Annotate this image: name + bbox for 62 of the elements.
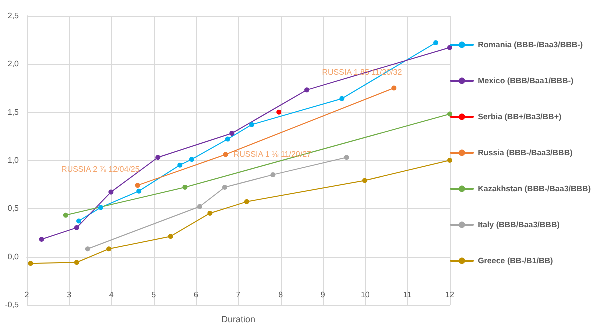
legend-label: Mexico (BBB/Baa1/BBB-) — [478, 76, 574, 86]
point — [136, 188, 142, 194]
point — [344, 155, 350, 160]
annotation: RUSSIA 2 ⅞ 12/04/25 — [62, 165, 140, 174]
point — [135, 183, 140, 188]
point — [448, 158, 452, 163]
legend-label: Serbia (BB+/Ba3/BB+) — [478, 112, 562, 122]
point — [230, 131, 235, 136]
y-tick-label: 0,0 — [8, 252, 20, 262]
point — [448, 112, 452, 117]
point — [225, 136, 230, 142]
point — [178, 162, 183, 168]
y-tick-label: -0,5 — [5, 300, 20, 310]
y-tick-label: 2,0 — [8, 60, 20, 69]
point — [63, 212, 68, 218]
y-tick-label: 1,5 — [8, 108, 20, 117]
point — [76, 218, 82, 224]
point — [74, 225, 80, 230]
point — [168, 234, 174, 240]
point — [85, 246, 90, 252]
point — [189, 157, 194, 162]
x-tick-label: 4 — [109, 290, 114, 300]
point — [223, 152, 228, 158]
y-tick-label: 1,0 — [8, 156, 20, 165]
point — [222, 184, 228, 190]
x-tick-label: 7 — [236, 290, 242, 300]
legend-label: Greece (BB-/B1/BB) — [478, 256, 554, 266]
point — [304, 88, 310, 93]
point — [448, 45, 452, 50]
legend-label: Russia (BBB-/Baa3/BBB) — [478, 148, 574, 158]
x-tick-label: 2 — [24, 290, 30, 300]
legend-label: Italy (BBB/Baa3/BBB) — [478, 220, 560, 230]
point — [39, 236, 44, 242]
point — [106, 246, 112, 252]
x-tick-label: 11 — [404, 290, 412, 300]
point — [198, 204, 203, 210]
x-axis-title: Duration — [221, 314, 256, 324]
point — [250, 122, 255, 128]
point — [98, 205, 104, 210]
point — [182, 184, 188, 190]
point — [362, 178, 368, 184]
x-tick-label: 10 — [360, 290, 370, 300]
point — [108, 190, 114, 195]
legend-label: Romania (BBB-/Baa3/BBB-) — [478, 40, 584, 50]
legend-label: Kazakhstan (BBB-/Baa3/BBB) — [478, 184, 592, 194]
point — [340, 96, 345, 102]
y-tick-label: 2,5 — [8, 12, 20, 20]
point — [208, 210, 213, 216]
point — [74, 260, 80, 266]
x-tick-label: 12 — [446, 290, 455, 300]
x-tick-label: 5 — [152, 290, 157, 300]
x-tick-label: 8 — [278, 290, 284, 300]
point — [244, 199, 250, 204]
x-tick-label: 3 — [67, 290, 72, 300]
point — [270, 172, 276, 178]
point — [156, 155, 161, 160]
point — [434, 40, 439, 46]
point — [28, 261, 34, 266]
y-tick-label: 0,5 — [8, 204, 20, 214]
point — [392, 86, 397, 91]
x-tick-label: 9 — [320, 290, 326, 300]
x-tick-label: 6 — [194, 290, 199, 300]
